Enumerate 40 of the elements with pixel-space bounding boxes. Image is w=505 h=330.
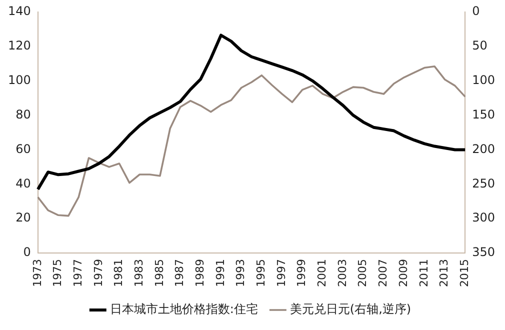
x-tick-label: 1979 xyxy=(92,259,105,288)
y-tick-label: 100 xyxy=(8,72,31,87)
x-tick-label: 2001 xyxy=(316,259,329,288)
x-tick-label: 1989 xyxy=(194,259,207,288)
x-tick-label: 2005 xyxy=(356,259,370,288)
y2-tick-label: 50 xyxy=(472,38,488,53)
x-tick-label: 1995 xyxy=(254,259,268,288)
x-tick-label: 2007 xyxy=(376,259,390,288)
x-tick-label: 1977 xyxy=(71,259,84,288)
x-tick-label: 1991 xyxy=(214,259,227,288)
x-tick-label: 2013 xyxy=(438,259,451,288)
y-tick-label: 120 xyxy=(8,38,31,53)
x-tick-label: 1997 xyxy=(274,259,288,288)
x-tick-label: 2011 xyxy=(417,259,430,288)
y-tick-label: 20 xyxy=(16,210,31,225)
x-tick-label: 1987 xyxy=(173,259,186,288)
y-tick-label: 0 xyxy=(23,245,31,260)
x-tick-label: 1999 xyxy=(295,259,308,288)
y2-tick-label: 350 xyxy=(472,245,495,260)
x-tick-label: 1983 xyxy=(132,259,146,288)
y-tick-label: 140 xyxy=(8,4,31,18)
y2-tick-label: 0 xyxy=(472,4,480,18)
y-tick-label: 40 xyxy=(16,176,31,190)
x-tick-label: 2009 xyxy=(396,259,410,288)
y2-tick-label: 200 xyxy=(472,142,495,156)
legend-label: 日本城市土地价格指数:住宅 xyxy=(110,302,258,316)
y2-tick-label: 250 xyxy=(472,176,495,190)
legend-label: 美元兑日元(右轴,逆序) xyxy=(290,302,412,316)
x-tick-label: 1981 xyxy=(112,259,126,288)
x-tick-label: 2003 xyxy=(336,259,349,288)
y-tick-label: 60 xyxy=(16,142,31,156)
x-tick-label: 2015 xyxy=(458,259,471,288)
y2-tick-label: 100 xyxy=(472,72,495,87)
y2-tick-label: 150 xyxy=(472,107,495,122)
x-tick-label: 1973 xyxy=(30,259,44,288)
x-tick-label: 1985 xyxy=(152,259,166,288)
x-tick-label: 1975 xyxy=(51,259,64,288)
x-tick-label: 1993 xyxy=(234,259,248,288)
y2-tick-label: 300 xyxy=(472,210,495,225)
y-tick-label: 80 xyxy=(16,107,31,122)
